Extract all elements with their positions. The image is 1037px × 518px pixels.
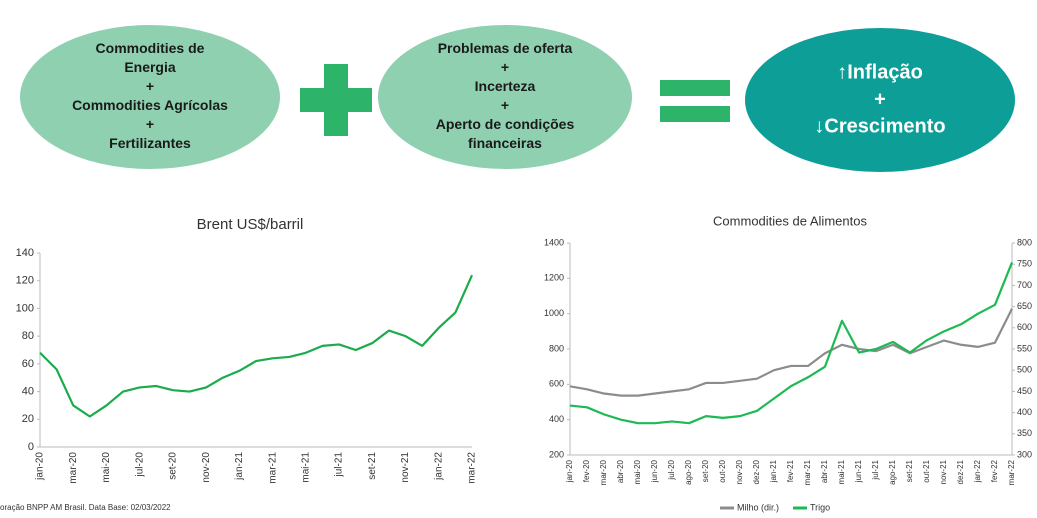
ellipse-text: Commodities Agrícolas bbox=[72, 97, 228, 113]
ellipse-text: Aperto de condições bbox=[436, 116, 575, 132]
y-tick-label: 600 bbox=[549, 379, 564, 389]
x-tick-label: mai-20 bbox=[633, 459, 642, 484]
x-tick-label: set-20 bbox=[701, 459, 710, 482]
y2-tick-label: 700 bbox=[1017, 280, 1032, 290]
y-tick-label: 0 bbox=[28, 441, 34, 453]
x-tick-label: jul-21 bbox=[871, 459, 880, 480]
ellipse-text: + bbox=[501, 97, 509, 113]
x-tick-label: set-20 bbox=[168, 452, 179, 480]
x-tick-label: mai-21 bbox=[300, 452, 311, 483]
x-tick-label: jun-21 bbox=[854, 459, 863, 483]
y2-tick-label: 300 bbox=[1017, 449, 1032, 459]
series-line bbox=[569, 262, 1014, 425]
x-tick-label: abr-21 bbox=[820, 459, 829, 483]
x-tick-label: mar-21 bbox=[803, 459, 812, 485]
x-tick-label: nov-20 bbox=[735, 459, 744, 484]
ellipse-text: Problemas de oferta bbox=[438, 40, 573, 56]
ellipse-text: Commodities de bbox=[96, 40, 205, 56]
x-tick-label: out-20 bbox=[718, 459, 727, 482]
y2-tick-label: 550 bbox=[1017, 343, 1032, 353]
x-tick-label: mar-20 bbox=[599, 459, 608, 485]
series-line bbox=[569, 308, 1013, 397]
x-tick-label: jan-21 bbox=[769, 459, 778, 483]
series-line bbox=[39, 274, 474, 418]
x-tick-label: ago-21 bbox=[888, 459, 897, 484]
x-tick-label: mar-22 bbox=[467, 452, 478, 484]
ellipse-text: Incerteza bbox=[475, 78, 536, 94]
y-tick-label: 120 bbox=[16, 275, 34, 287]
y-tick-label: 60 bbox=[22, 358, 34, 370]
x-tick-label: mai-20 bbox=[101, 452, 112, 483]
y-tick-label: 1200 bbox=[544, 273, 564, 283]
x-tick-label: abr-20 bbox=[616, 459, 625, 483]
equals-sign bbox=[660, 80, 730, 122]
legend-label: Milho (dir.) bbox=[737, 502, 779, 512]
x-tick-label: nov-21 bbox=[400, 452, 411, 483]
y-tick-label: 200 bbox=[549, 449, 564, 459]
x-tick-label: out-21 bbox=[922, 459, 931, 482]
x-tick-label: jan-21 bbox=[234, 452, 245, 481]
x-tick-label: mar-20 bbox=[68, 452, 79, 484]
x-tick-label: jun-20 bbox=[650, 459, 659, 483]
y2-tick-label: 500 bbox=[1017, 365, 1032, 375]
y-tick-label: 80 bbox=[22, 330, 34, 342]
x-tick-label: set-21 bbox=[905, 459, 914, 482]
x-tick-label: nov-20 bbox=[201, 452, 212, 483]
y2-tick-label: 400 bbox=[1017, 407, 1032, 417]
ellipse-left bbox=[20, 25, 280, 169]
y2-tick-label: 800 bbox=[1017, 237, 1032, 247]
y2-tick-label: 350 bbox=[1017, 428, 1032, 438]
y-tick-label: 20 bbox=[22, 413, 34, 425]
x-tick-label: jul-20 bbox=[667, 459, 676, 480]
ellipse-text: ↑Inflação bbox=[837, 61, 923, 83]
x-tick-label: fev-21 bbox=[786, 459, 795, 482]
ellipse-text: + bbox=[501, 59, 509, 75]
ellipse-text: + bbox=[146, 116, 154, 132]
y2-tick-label: 750 bbox=[1017, 259, 1032, 269]
chart-title: Commodities de Alimentos bbox=[713, 213, 867, 228]
x-tick-label: fev-20 bbox=[582, 459, 591, 482]
x-tick-label: fev-22 bbox=[990, 459, 999, 482]
y-tick-label: 140 bbox=[16, 247, 34, 259]
ellipse-text: + bbox=[874, 88, 886, 110]
x-tick-label: jul-20 bbox=[134, 452, 145, 478]
ellipse-text: Energia bbox=[124, 59, 176, 75]
x-tick-label: set-21 bbox=[367, 452, 378, 480]
chart-title: Brent US$/barril bbox=[197, 216, 304, 233]
y2-tick-label: 650 bbox=[1017, 301, 1032, 311]
ellipse-middle bbox=[378, 25, 632, 169]
x-tick-label: mai-21 bbox=[837, 459, 846, 484]
ellipse-text: + bbox=[146, 78, 154, 94]
x-tick-label: nov-21 bbox=[939, 459, 948, 484]
x-tick-label: jan-22 bbox=[433, 452, 444, 481]
ellipse-right bbox=[745, 28, 1015, 172]
source: oração BNPP AM Brasil. Data Base: 02/03/… bbox=[0, 503, 171, 512]
y-tick-label: 800 bbox=[549, 343, 564, 353]
y-tick-label: 1000 bbox=[544, 308, 564, 318]
x-tick-label: dez-21 bbox=[956, 459, 965, 484]
x-tick-label: ago-20 bbox=[684, 459, 693, 484]
x-tick-label: jan-22 bbox=[973, 459, 982, 483]
y-tick-label: 100 bbox=[16, 302, 34, 314]
y2-tick-label: 450 bbox=[1017, 386, 1032, 396]
y-tick-label: 40 bbox=[22, 385, 34, 397]
legend-label: Trigo bbox=[810, 502, 830, 512]
y-tick-label: 1400 bbox=[544, 237, 564, 247]
x-tick-label: jan-20 bbox=[565, 459, 574, 483]
x-tick-label: mar-22 bbox=[1007, 459, 1016, 485]
ellipse-text: financeiras bbox=[468, 135, 542, 151]
plus-sign bbox=[300, 64, 372, 136]
ellipse-text: Fertilizantes bbox=[109, 135, 191, 151]
y-tick-label: 400 bbox=[549, 414, 564, 424]
x-tick-label: jul-21 bbox=[334, 452, 345, 478]
x-tick-label: jan-20 bbox=[35, 452, 46, 481]
x-tick-label: dez-20 bbox=[752, 459, 761, 484]
y2-tick-label: 600 bbox=[1017, 322, 1032, 332]
ellipse-text: ↓Crescimento bbox=[814, 115, 945, 137]
x-tick-label: mar-21 bbox=[267, 452, 278, 484]
